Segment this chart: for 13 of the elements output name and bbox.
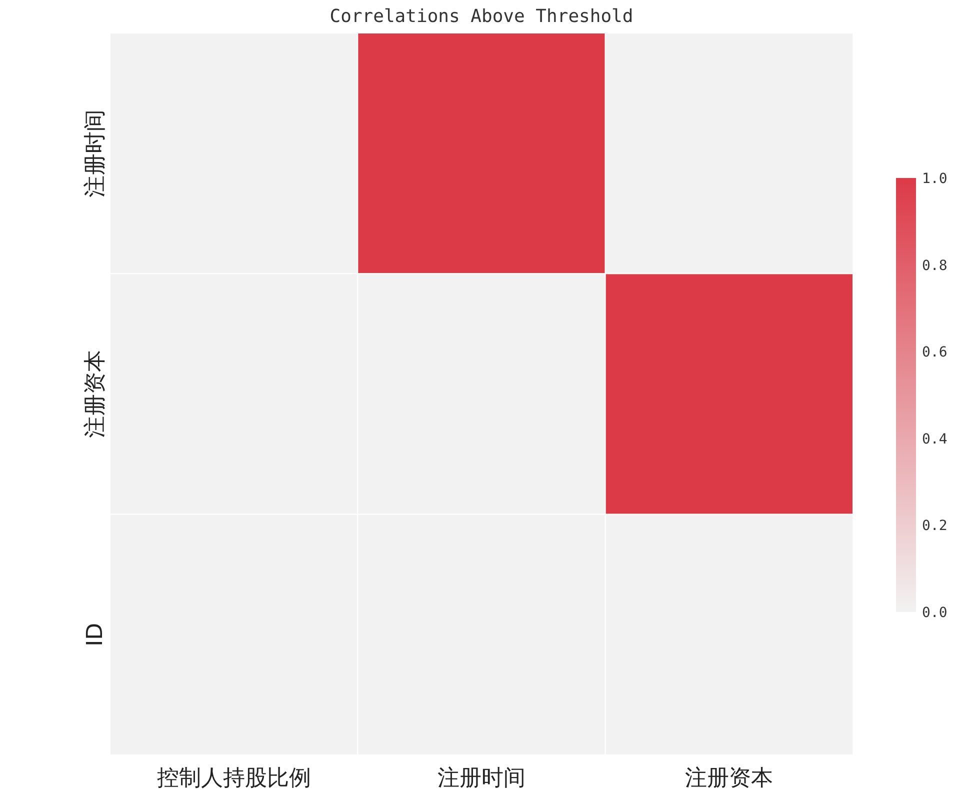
- color-bar-label: 0.2: [922, 518, 948, 534]
- y-tick-label: ID: [83, 622, 108, 646]
- y-tick-label: 注册资本: [83, 350, 108, 438]
- y-tick-label: 注册时间: [83, 109, 108, 198]
- color-bar-label: 0.8: [922, 258, 948, 274]
- x-tick-label: 注册时间: [438, 766, 526, 790]
- x-tick-label: 控制人持股比例: [156, 766, 311, 790]
- color-bar-label: 0.4: [922, 431, 948, 448]
- color-bar-label: 0.6: [922, 344, 948, 361]
- x-tick-label: 注册资本: [685, 766, 774, 790]
- color-bar-label: 0.0: [922, 605, 948, 621]
- color-bar-label: 1.0: [922, 171, 948, 187]
- chart-title: Correlations Above Threshold: [330, 6, 634, 27]
